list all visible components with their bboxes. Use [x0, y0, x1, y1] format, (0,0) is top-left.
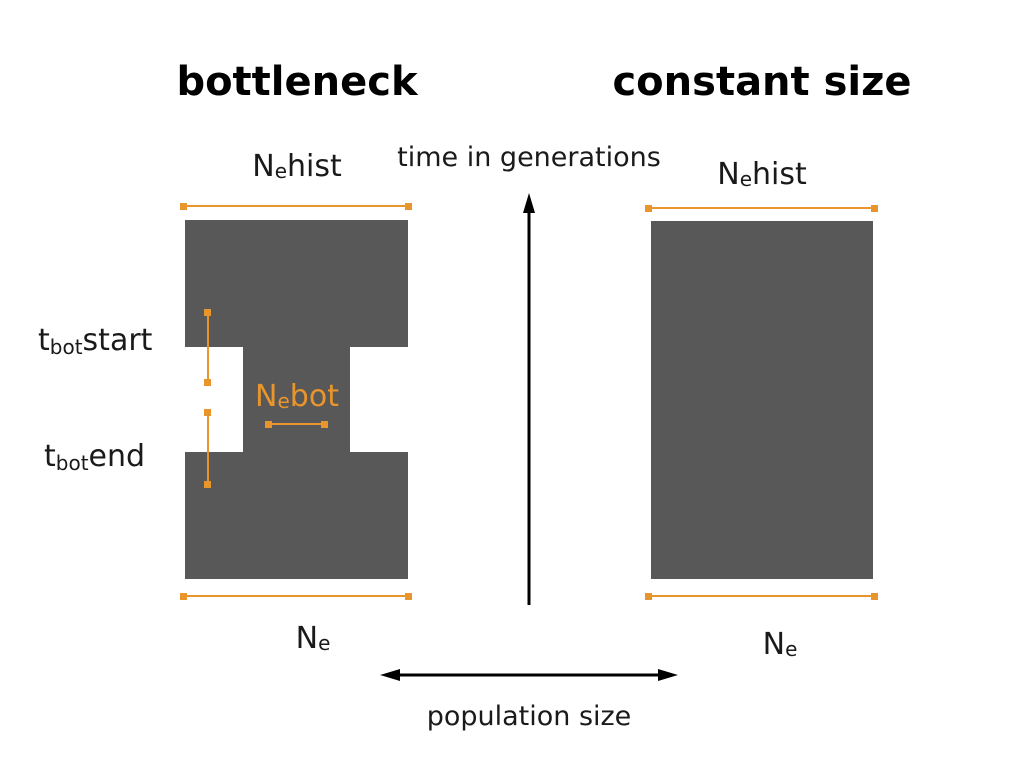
time-axis-arrowhead — [523, 193, 535, 213]
bottleneck-ne-label: Ne — [296, 621, 331, 656]
population-axis-left-arrowhead — [380, 669, 400, 681]
bottleneck-ne-bar — [180, 593, 412, 600]
constant-ne-label: Ne — [763, 627, 798, 662]
constant-ne-hist-bar — [645, 205, 878, 212]
bottleneck-model: Nehist Nebot — [38, 149, 412, 656]
time-axis: time in generations — [397, 142, 661, 605]
t-bot-start-bracket — [204, 309, 211, 386]
constant-ne-hist-label: Nehist — [717, 157, 807, 192]
title-constant-size: constant size — [612, 59, 911, 105]
bottleneck-ne-hist-label: Nehist — [252, 149, 342, 184]
bottleneck-ne-hist-bar — [180, 203, 412, 210]
population-axis-right-arrowhead — [658, 669, 678, 681]
ne-bot-bar — [265, 421, 328, 428]
time-axis-label: time in generations — [397, 142, 661, 173]
t-bot-end-bracket — [204, 409, 211, 488]
t-bot-end-label: tbotend — [44, 439, 145, 475]
population-axis: population size — [380, 669, 678, 732]
ne-bot-label: Nebot — [255, 379, 339, 414]
constant-population-shape — [651, 221, 873, 579]
population-axis-label: population size — [427, 701, 632, 732]
constant-ne-bar — [645, 593, 878, 600]
title-bottleneck: bottleneck — [176, 59, 419, 105]
constant-model: Nehist Ne — [645, 157, 878, 662]
bottleneck-population-shape — [185, 220, 408, 579]
t-bot-start-label: tbotstart — [38, 323, 153, 359]
